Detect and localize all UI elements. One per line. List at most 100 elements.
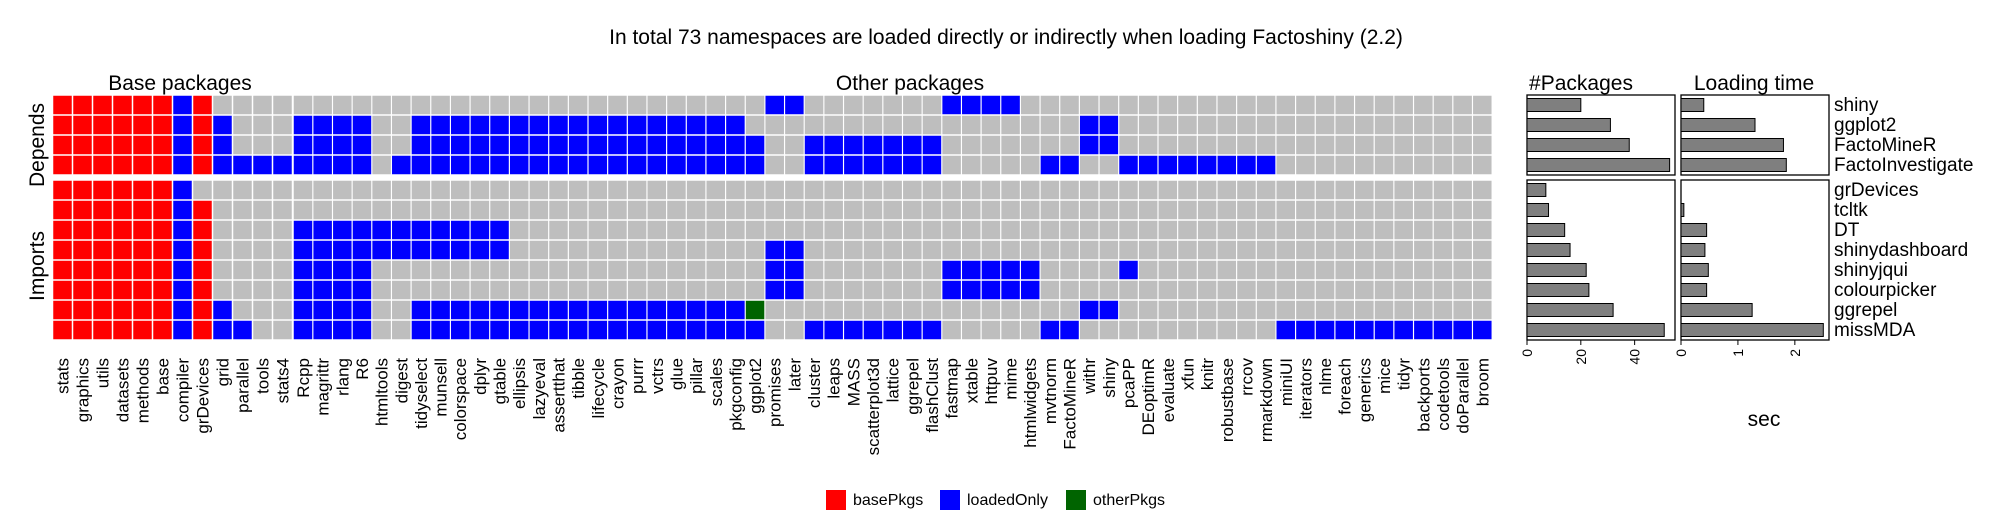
other-cell-grDevices-tibble	[568, 180, 588, 200]
base-cell-shiny-compiler	[173, 95, 192, 115]
other-cell-FactoInvestigate-vctrs	[647, 155, 667, 175]
base-cell-ggrepel-graphics	[73, 300, 92, 320]
other-cell-tcltk-miniUI	[1276, 200, 1295, 220]
other-cell-colourpicker-evaluate	[1158, 280, 1178, 300]
other-cell-FactoMineR-ggplot2	[745, 135, 765, 155]
other-column-label: R6	[353, 358, 372, 380]
other-cell-ggrepel-gtable	[490, 300, 509, 320]
other-cell-FactoInvestigate-xtable	[962, 155, 981, 175]
other-cell-grDevices-cluster	[804, 180, 824, 200]
other-cell-shinydashboard-shiny	[1099, 240, 1119, 260]
panel-title-npkg: #Packages	[1529, 72, 1633, 95]
other-cell-ggplot2-flashClust	[922, 115, 942, 135]
base-cell-shinydashboard-utils	[93, 240, 112, 260]
other-cell-shinyjqui-ellipsis	[509, 260, 529, 280]
other-cell-shiny-htmlwidgets	[1020, 95, 1040, 115]
other-cell-grDevices-lattice	[883, 180, 902, 200]
other-cell-ggrepel-lazyeval	[529, 300, 549, 320]
other-cell-tcltk-mvtnorm	[1040, 200, 1060, 220]
base-cell-ggrepel-grDevices	[193, 300, 212, 320]
other-cell-ggplot2-foreach	[1335, 115, 1354, 135]
other-cell-shinydashboard-xfun	[1178, 240, 1197, 260]
other-cell-FactoInvestigate-doParallel	[1453, 155, 1472, 175]
other-column-label: Rcpp	[294, 358, 313, 398]
other-column-label: nlme	[1316, 358, 1335, 395]
other-cell-shiny-iterators	[1296, 95, 1315, 115]
base-column-label: methods	[134, 358, 153, 423]
other-cell-shiny-DEoptimR	[1138, 95, 1158, 115]
other-cell-missMDA-later	[785, 320, 804, 340]
other-cell-FactoInvestigate-tidyselect	[411, 155, 431, 175]
other-cell-shinydashboard-tibble	[568, 240, 588, 260]
other-cell-ggrepel-nlme	[1315, 300, 1335, 320]
other-cell-missMDA-backports	[1414, 320, 1433, 340]
other-cell-colourpicker-broom	[1473, 280, 1492, 300]
other-cell-ggrepel-ggrepel	[903, 300, 922, 320]
other-cell-grDevices-robustbase	[1217, 180, 1237, 200]
other-cell-tcltk-httpuv	[981, 200, 1001, 220]
other-cell-FactoMineR-doParallel	[1453, 135, 1472, 155]
base-cell-colourpicker-tools	[253, 280, 272, 300]
other-cell-tcltk-xtable	[962, 200, 981, 220]
other-cell-missMDA-gtable	[490, 320, 509, 340]
other-cell-ggplot2-backports	[1414, 115, 1433, 135]
other-cell-missMDA-pillar	[686, 320, 706, 340]
other-cell-tcltk-ggplot2	[745, 200, 765, 220]
other-cell-ggrepel-promises	[765, 300, 784, 320]
base-cell-shinydashboard-base	[153, 240, 172, 260]
other-cell-missMDA-scales	[706, 320, 725, 340]
other-cell-missMDA-mvtnorm	[1040, 320, 1060, 340]
other-cell-tcltk-htmlwidgets	[1020, 200, 1040, 220]
base-cell-colourpicker-compiler	[173, 280, 192, 300]
other-cell-ggrepel-crayon	[608, 300, 627, 320]
other-cell-shinyjqui-tidyr	[1394, 260, 1413, 280]
other-cell-tcltk-lattice	[883, 200, 902, 220]
other-cell-shinydashboard-Rcpp	[293, 240, 313, 260]
other-cell-ggplot2-htmltools	[372, 115, 391, 135]
base-cell-FactoInvestigate-compiler	[173, 155, 192, 175]
other-cell-ggplot2-evaluate	[1158, 115, 1178, 135]
other-cell-shiny-xtable	[962, 95, 981, 115]
other-cell-shiny-fastmap	[942, 95, 961, 115]
other-cell-DT-FactoMineR	[1060, 220, 1079, 240]
other-cell-shinyjqui-robustbase	[1217, 260, 1237, 280]
other-cell-ggplot2-mice	[1374, 115, 1394, 135]
other-cell-tcltk-knitr	[1197, 200, 1217, 220]
other-cell-shinydashboard-ggplot2	[745, 240, 765, 260]
other-cell-ggplot2-cluster	[804, 115, 824, 135]
other-cell-tcltk-withr	[1079, 200, 1099, 220]
other-cell-FactoMineR-crayon	[608, 135, 627, 155]
other-cell-ggplot2-glue	[667, 115, 686, 135]
other-cell-FactoInvestigate-rlang	[333, 155, 352, 175]
other-cell-shinydashboard-foreach	[1335, 240, 1354, 260]
time-tick-label: 1	[1730, 349, 1746, 357]
other-cell-grDevices-later	[785, 180, 804, 200]
other-cell-DT-flashClust	[922, 220, 942, 240]
other-cell-shiny-generics	[1355, 95, 1374, 115]
other-cell-shinyjqui-cluster	[804, 260, 824, 280]
other-cell-ggrepel-backports	[1414, 300, 1433, 320]
other-cell-DT-assertthat	[549, 220, 568, 240]
other-cell-DT-leaps	[824, 220, 843, 240]
other-cell-tcltk-colorspace	[450, 200, 470, 220]
npkg-tick-label: 20	[1573, 349, 1589, 365]
other-cell-colourpicker-munsell	[431, 280, 450, 300]
other-column-label: rrcov	[1237, 358, 1256, 396]
other-cell-FactoInvestigate-miniUI	[1276, 155, 1295, 175]
other-cell-DT-htmlwidgets	[1020, 220, 1040, 240]
base-cell-FactoInvestigate-grid	[213, 155, 232, 175]
npkg-panel-frame	[1526, 94, 1676, 176]
other-cell-ggrepel-ggplot2	[745, 300, 765, 320]
other-cell-grDevices-knitr	[1197, 180, 1217, 200]
base-cell-shiny-stats4	[273, 95, 292, 115]
other-cell-missMDA-codetools	[1433, 320, 1453, 340]
other-cell-colourpicker-vctrs	[647, 280, 667, 300]
other-cell-DT-mime	[1001, 220, 1020, 240]
other-cell-grDevices-backports	[1414, 180, 1433, 200]
base-cell-FactoMineR-grDevices	[193, 135, 212, 155]
other-cell-shinyjqui-ggplot2	[745, 260, 765, 280]
other-cell-ggrepel-rrcov	[1237, 300, 1256, 320]
chart-title: In total 73 namespaces are loaded direct…	[609, 26, 1403, 49]
other-cell-shinydashboard-rrcov	[1237, 240, 1256, 260]
other-cell-FactoMineR-lattice	[883, 135, 902, 155]
